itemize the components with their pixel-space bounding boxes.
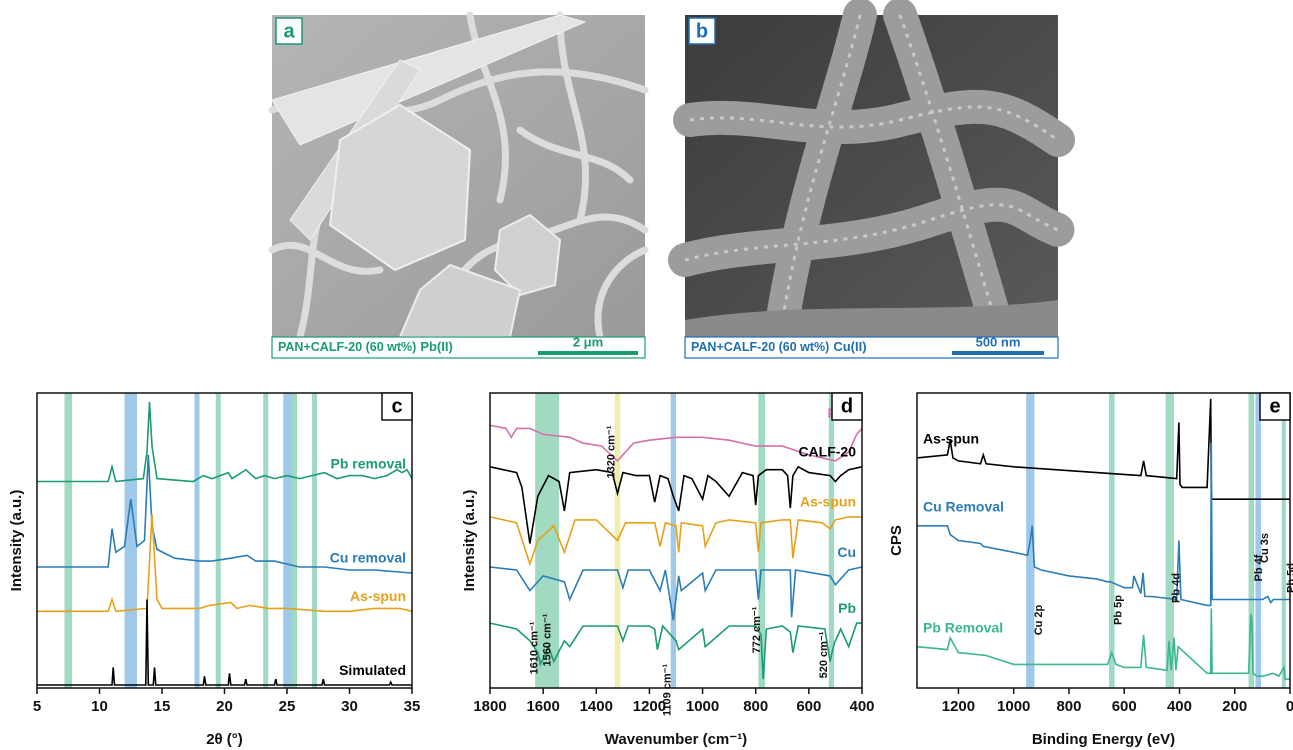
x-tick-label: 400 [849,698,874,715]
x-tick-label: 800 [1056,698,1081,715]
series-label: CALF-20 [798,443,856,459]
scale-bar-label: 2 μm [573,334,603,349]
x-tick-label: 1200 [942,698,975,715]
caption: PAN+CALF-20 (60 wt%) Pb(II) [278,339,453,354]
peak-annotation: 1560 cm⁻¹ [542,613,554,666]
caption-text: PAN+CALF-20 (60 wt%) [691,340,829,354]
sem-image-a: a PAN+CALF-20 (60 wt%) Pb(II) 2 μm [272,15,645,358]
y-axis-title: Intensity (a.u.) [461,490,478,592]
x-axis-title: 2θ (°) [206,731,243,748]
x-axis-title: Binding Energy (eV) [1032,731,1175,748]
peak-annotation: Pb 5d [1285,563,1293,593]
x-tick-label: 10 [91,698,108,715]
x-tick-label: 600 [1112,698,1137,715]
highlight-band [1282,393,1286,688]
x-tick-label: 5 [33,698,41,715]
spectrum-line [917,443,1290,605]
x-tick-label: 30 [341,698,358,715]
caption: PAN+CALF-20 (60 wt%) Cu(II) [691,339,867,354]
highlight-band [65,393,73,688]
y-axis-title: Intensity (a.u.) [8,490,25,592]
series-label: Cu removal [330,550,406,566]
x-tick-label: 25 [279,698,296,715]
x-tick-label: 1800 [473,698,506,715]
series-label: Simulated [339,662,406,678]
panel-label: b [696,20,708,42]
series-label: As-spun [350,588,406,604]
peak-annotation: 772 cm⁻¹ [751,606,763,653]
x-axis-title: Wavenumber (cm⁻¹) [605,731,747,748]
series-label: Cu Removal [923,498,1004,514]
x-tick-label: 400 [1167,698,1192,715]
panel-label: e [1269,395,1280,417]
peak-annotation: 520 cm⁻¹ [818,631,830,678]
highlight-band [312,393,317,688]
x-tick-label: 600 [796,698,821,715]
highlight-band [1109,393,1115,688]
x-tick-label: 1000 [686,698,719,715]
series-label: Cu [837,544,856,560]
highlight-band [216,393,221,688]
x-tick-label: 1400 [580,698,613,715]
highlight-band [292,393,297,688]
panel-label: a [283,20,295,42]
spectrum-line [917,399,1290,499]
scale-bar-label: 500 nm [976,334,1021,349]
figure: a PAN+CALF-20 (60 wt%) Pb(II) 2 μm b PAN+… [0,0,1293,750]
series-label: As-spun [923,431,979,447]
peak-annotation: Cu 3s [1259,533,1271,563]
x-tick-label: 20 [216,698,233,715]
peak-annotation: Cu 2p [1033,604,1045,635]
panel-label: c [391,395,402,417]
sem-image-b: b PAN+CALF-20 (60 wt%) Cu(II) 500 nm [685,15,1058,358]
highlight-band [125,393,138,688]
series-label: As-spun [800,494,856,510]
highlight-band [195,393,200,688]
panel-label: d [841,395,853,417]
x-tick-label: 1600 [526,698,559,715]
plot-frame [37,393,412,688]
peak-annotation: Pb 4d [1171,573,1183,603]
series-label: Pb [838,600,856,616]
x-tick-label: 1000 [997,698,1030,715]
x-tick-label: 15 [154,698,171,715]
caption-ion: Cu(II) [833,339,866,354]
caption-text: PAN+CALF-20 (60 wt%) [278,340,416,354]
x-tick-label: 1200 [633,698,666,715]
highlight-band [263,393,268,688]
highlight-band [283,393,292,688]
series-label: Pb removal [331,455,406,471]
x-tick-label: 800 [743,698,768,715]
x-tick-label: 0 [1286,698,1293,715]
x-tick-label: 35 [404,698,421,715]
y-axis-title: CPS [888,525,905,556]
series-label: Pb Removal [923,619,1003,635]
peak-annotation: Pb 5p [1113,595,1125,625]
x-tick-label: 200 [1222,698,1247,715]
peak-annotation: 1610 cm⁻¹ [528,621,540,674]
caption-ion: Pb(II) [420,339,453,354]
peak-annotation: 1320 cm⁻¹ [605,425,617,478]
